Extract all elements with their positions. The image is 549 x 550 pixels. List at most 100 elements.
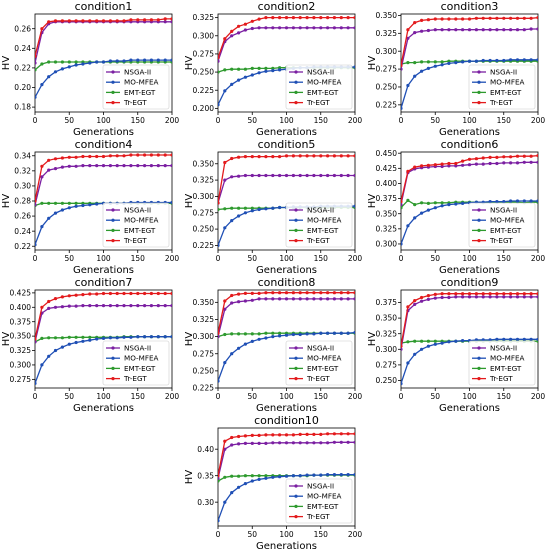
data-point-nsga-ii <box>529 160 533 164</box>
data-point-tr-egt <box>326 432 330 436</box>
data-point-mo-mfea <box>312 332 316 336</box>
data-point-mo-mfea <box>326 473 330 477</box>
data-point-emt-egt <box>60 336 64 340</box>
data-point-mo-mfea <box>230 491 234 495</box>
legend-label: MO-MFEA <box>490 216 525 225</box>
data-point-nsga-ii <box>101 304 106 308</box>
data-point-emt-egt <box>223 475 227 479</box>
data-point-nsga-ii <box>170 20 172 24</box>
legend-box <box>468 64 536 110</box>
legend-label: EMT-EGT <box>490 88 522 97</box>
data-point-tr-egt <box>312 154 316 158</box>
data-point-nsga-ii <box>440 164 444 169</box>
legend-box <box>102 202 170 248</box>
legend-label: EMT-EGT <box>307 502 339 511</box>
legend-label: Tr-EGT <box>123 98 147 107</box>
data-point-nsga-ii <box>515 295 520 299</box>
data-point-emt-egt <box>53 201 58 205</box>
data-point-tr-egt <box>291 16 295 20</box>
data-point-nsga-ii <box>250 26 254 31</box>
data-point-nsga-ii <box>536 27 538 31</box>
data-point-tr-egt <box>243 155 247 159</box>
data-point-tr-egt <box>95 292 99 296</box>
data-point-tr-egt <box>115 154 119 158</box>
data-point-tr-egt <box>35 54 37 58</box>
data-point-mo-mfea <box>509 337 513 341</box>
y-tick-label: 0.400 <box>376 179 398 188</box>
y-tick-label: 0.375 <box>376 298 398 307</box>
data-point-tr-egt <box>237 292 241 296</box>
legend-label: MO-MFEA <box>307 216 342 225</box>
data-point-mo-mfea <box>264 336 268 340</box>
legend-label: NSGA-II <box>124 68 151 77</box>
chart-title: condition3 <box>441 0 499 13</box>
x-tick-label: 150 <box>314 116 329 125</box>
data-point-nsga-ii <box>81 164 85 168</box>
data-point-nsga-ii <box>474 28 478 32</box>
data-point-mo-mfea <box>95 60 99 64</box>
legend-marker <box>294 356 298 360</box>
data-point-nsga-ii <box>305 26 309 30</box>
data-point-mo-mfea <box>515 58 520 62</box>
series-group <box>35 291 172 385</box>
data-point-emt-egt <box>81 335 85 339</box>
data-point-tr-egt <box>101 291 106 296</box>
y-tick-label: 0.18 <box>14 103 31 112</box>
x-tick-label: 200 <box>348 530 363 539</box>
data-point-tr-egt <box>447 161 451 166</box>
data-point-mo-mfea <box>454 61 458 65</box>
data-point-tr-egt <box>332 16 336 20</box>
y-tick-label: 0.22 <box>14 64 31 73</box>
data-point-nsga-ii <box>60 165 64 169</box>
data-point-tr-egt <box>88 19 92 23</box>
legend-label: NSGA-II <box>124 344 151 353</box>
legend-marker <box>294 515 298 519</box>
legend-label: MO-MFEA <box>124 216 159 225</box>
data-point-nsga-ii <box>326 173 330 178</box>
data-point-nsga-ii <box>218 476 220 480</box>
legend-label: MO-MFEA <box>307 78 342 87</box>
data-point-emt-egt <box>257 474 261 478</box>
data-point-tr-egt <box>257 433 261 437</box>
x-tick-label: 0 <box>399 392 404 401</box>
data-point-tr-egt <box>115 19 119 23</box>
chart-title: condition6 <box>441 138 499 151</box>
data-point-nsga-ii <box>163 20 167 24</box>
data-point-tr-egt <box>53 157 58 161</box>
y-tick-label: 0.350 <box>193 159 215 168</box>
data-point-mo-mfea <box>284 333 289 337</box>
data-point-nsga-ii <box>170 164 172 168</box>
data-point-nsga-ii <box>420 29 424 33</box>
legend-label: Tr-EGT <box>123 236 147 245</box>
data-point-tr-egt <box>60 295 64 299</box>
data-point-nsga-ii <box>488 295 492 299</box>
data-point-nsga-ii <box>237 31 241 35</box>
legend-label: Tr-EGT <box>489 374 513 383</box>
data-point-mo-mfea <box>495 200 499 204</box>
data-point-nsga-ii <box>163 164 167 168</box>
data-point-nsga-ii <box>257 441 261 445</box>
data-point-tr-egt <box>461 292 465 296</box>
data-point-nsga-ii <box>257 173 261 178</box>
data-point-mo-mfea <box>502 337 506 341</box>
data-point-nsga-ii <box>243 173 247 178</box>
series-line-tr-egt <box>35 18 172 57</box>
data-point-mo-mfea <box>522 58 526 62</box>
data-point-tr-egt <box>250 155 254 159</box>
x-axis-label: Generations <box>256 265 317 276</box>
data-point-tr-egt <box>284 16 289 20</box>
data-point-nsga-ii <box>305 441 309 445</box>
data-point-nsga-ii <box>454 28 458 32</box>
data-point-emt-egt <box>257 332 261 336</box>
x-axis-label: Generations <box>439 127 500 138</box>
x-tick-label: 50 <box>247 116 257 125</box>
data-point-nsga-ii <box>257 26 261 30</box>
x-axis-label: Generations <box>73 403 134 414</box>
y-tick-label: 0.26 <box>14 24 31 33</box>
data-point-tr-egt <box>346 154 350 158</box>
x-axis-label: Generations <box>439 265 500 276</box>
data-point-emt-egt <box>237 67 241 71</box>
data-point-emt-egt <box>271 331 275 335</box>
data-point-tr-egt <box>332 291 336 295</box>
x-tick-label: 200 <box>531 392 546 401</box>
